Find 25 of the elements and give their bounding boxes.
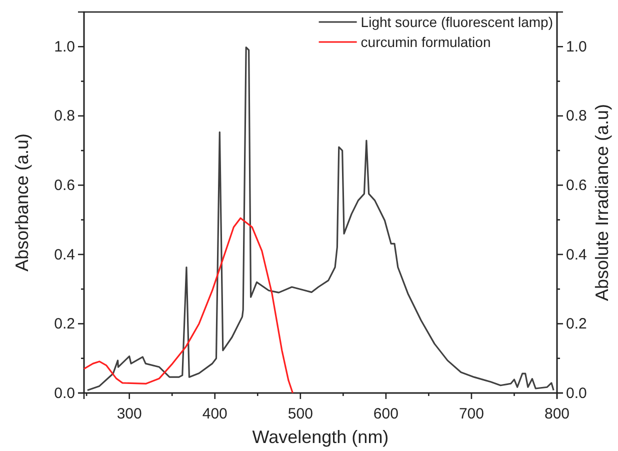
y-tick-label: 0.6 [54,176,75,194]
x-tick-label: 400 [202,406,228,422]
x-axis-title: Wavelength (nm) [252,427,389,447]
x-tick-label: 700 [458,406,484,422]
line-series [86,46,554,392]
x-tick-label: 800 [544,406,570,422]
y2-tick-label: 0.2 [566,316,587,333]
x-tick-label: 500 [288,406,313,422]
y-tick-label: 0.8 [54,108,75,125]
y-tick-label: 1.0 [54,38,75,56]
y-tick-label: 0.0 [54,384,75,402]
x-tick-label: 600 [373,406,398,422]
y2-tick-label: 0.6 [566,176,587,194]
y2-tick-label: 0.4 [566,246,587,264]
y2-tick-label: 1.0 [566,38,587,56]
y-tick-label: 0.2 [54,316,75,333]
y-axis-title: Absorbance (a.u) [12,133,32,272]
y2-tick-label: 0.8 [566,108,587,125]
y2-tick-label: 0.0 [566,384,587,402]
legend-label: Light source (fluorescent lamp) [360,14,553,30]
legend-label: curcumin formulation [360,34,491,50]
line-series [83,217,294,394]
x-tick-label: 300 [116,406,142,422]
y-tick-label: 0.4 [54,246,75,264]
y2-axis-title: Absolute Irradiance (a.u) [592,104,612,302]
